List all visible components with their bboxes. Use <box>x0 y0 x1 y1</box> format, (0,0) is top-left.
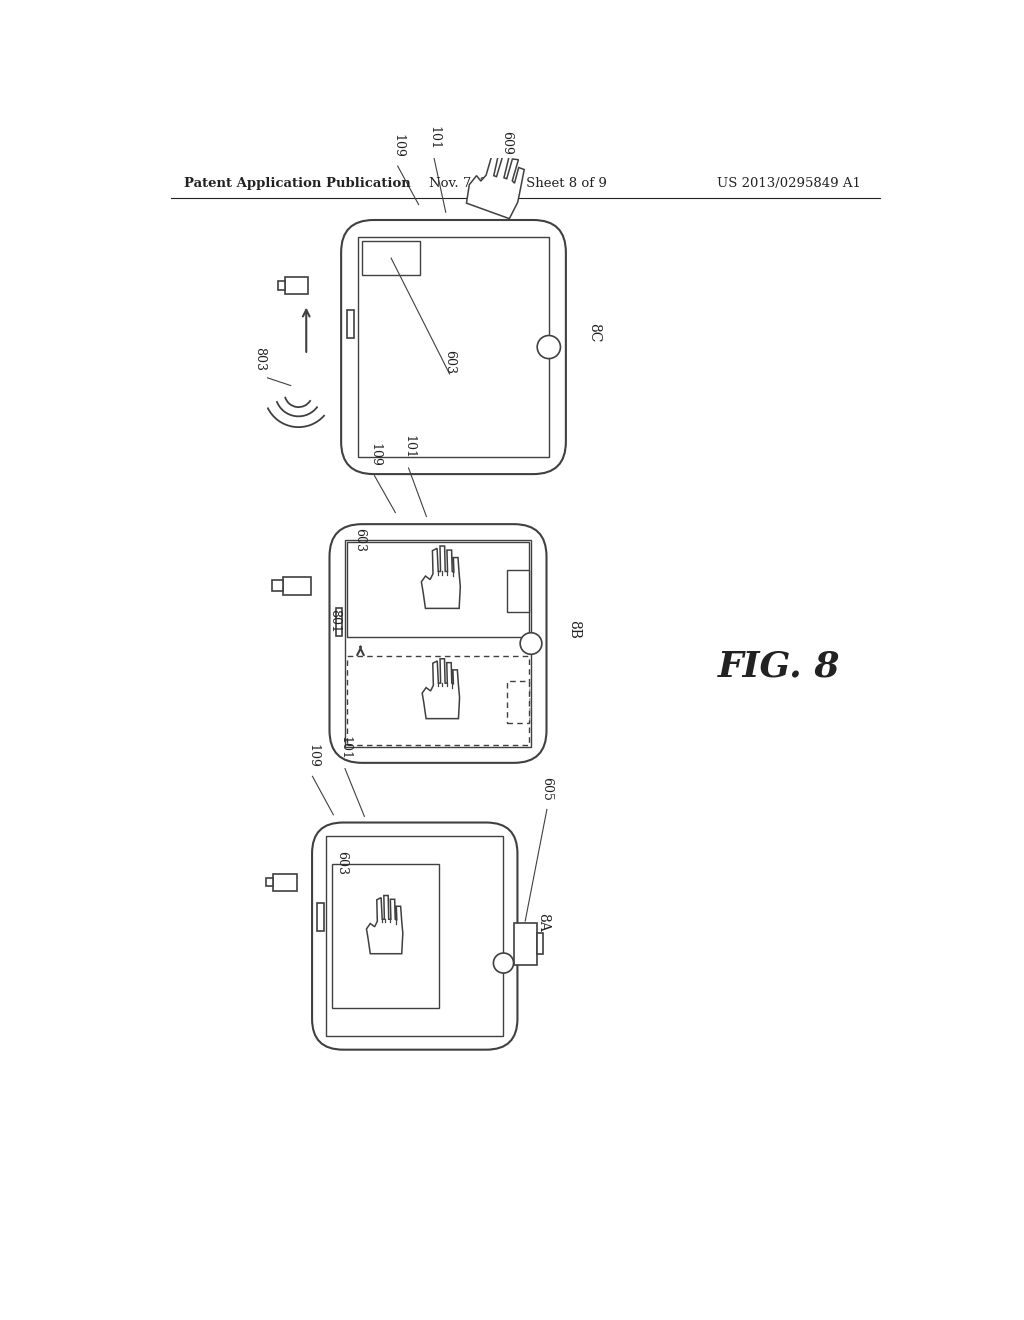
Text: 109: 109 <box>368 444 381 467</box>
Polygon shape <box>467 153 524 219</box>
Text: 109: 109 <box>391 133 404 157</box>
Text: 609: 609 <box>500 132 513 156</box>
Text: 101: 101 <box>428 125 440 150</box>
Bar <box>332 865 438 1008</box>
Bar <box>514 923 537 965</box>
Bar <box>358 238 549 457</box>
Text: 803: 803 <box>253 347 266 371</box>
FancyBboxPatch shape <box>330 524 547 763</box>
Bar <box>336 609 342 636</box>
Bar <box>537 933 543 954</box>
Text: Nov. 7, 2013   Sheet 8 of 9: Nov. 7, 2013 Sheet 8 of 9 <box>429 177 606 190</box>
Text: 603: 603 <box>352 528 366 552</box>
Text: 8A: 8A <box>536 912 550 932</box>
Text: Patent Application Publication: Patent Application Publication <box>183 177 411 190</box>
Circle shape <box>520 632 542 655</box>
Text: 101: 101 <box>339 737 351 760</box>
Text: 109: 109 <box>306 744 318 768</box>
Text: 603: 603 <box>335 851 348 875</box>
Polygon shape <box>422 659 460 718</box>
Bar <box>283 577 311 595</box>
Bar <box>362 240 420 276</box>
FancyBboxPatch shape <box>312 822 517 1049</box>
Bar <box>345 540 531 747</box>
Bar <box>272 581 283 591</box>
Polygon shape <box>422 546 461 609</box>
Text: 101: 101 <box>402 436 415 459</box>
Bar <box>266 878 272 887</box>
Bar <box>507 681 528 723</box>
Text: 605: 605 <box>541 777 553 801</box>
Text: 8B: 8B <box>566 620 581 639</box>
Circle shape <box>538 335 560 359</box>
Text: 8C: 8C <box>588 323 601 342</box>
Polygon shape <box>367 895 402 954</box>
Bar <box>507 569 528 612</box>
Bar <box>272 874 297 891</box>
Bar <box>317 903 324 931</box>
Text: US 2013/0295849 A1: US 2013/0295849 A1 <box>717 177 861 190</box>
Bar <box>285 277 308 294</box>
FancyBboxPatch shape <box>341 220 566 474</box>
Bar <box>279 281 285 289</box>
Bar <box>326 837 504 1036</box>
Bar <box>347 310 353 338</box>
Text: 603: 603 <box>443 350 456 375</box>
Text: FIG. 8: FIG. 8 <box>718 649 841 684</box>
Text: 801: 801 <box>328 609 341 632</box>
Bar <box>347 543 528 638</box>
Bar <box>347 656 528 744</box>
Circle shape <box>494 953 514 973</box>
